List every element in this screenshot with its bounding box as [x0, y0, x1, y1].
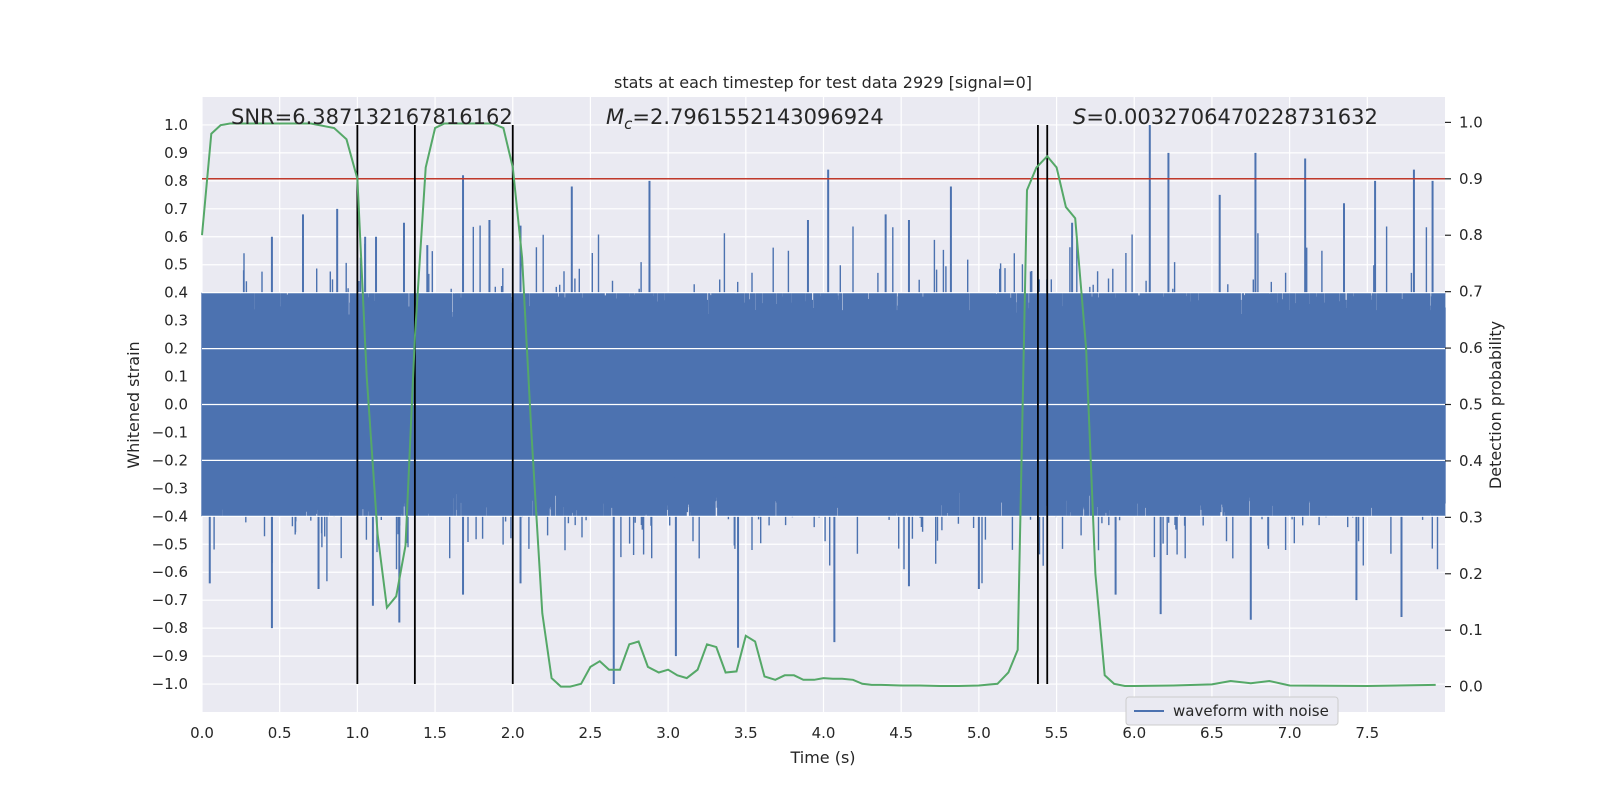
- y2-tick-label: 0.3: [1459, 508, 1483, 526]
- y-tick-label: 0.4: [164, 284, 188, 302]
- x-tick-label: 7.0: [1278, 724, 1302, 742]
- x-tick-label: 5.5: [1045, 724, 1069, 742]
- detection-probability-line: [201, 122, 1436, 688]
- y-tick-label: −0.8: [152, 619, 188, 637]
- x-tick-label: 4.0: [812, 724, 836, 742]
- chirp-mass-value: =2.7961552143096924: [632, 105, 883, 129]
- y-tick-label: −0.1: [152, 423, 188, 441]
- y-axis-label: Whitened strain: [124, 341, 143, 468]
- y-tick-label: 0.7: [164, 200, 188, 218]
- x-tick-label: 0.5: [268, 724, 292, 742]
- y2-tick-label: 0.5: [1459, 396, 1483, 414]
- y2-tick-label: 1.0: [1459, 113, 1483, 131]
- y-tick-label: 0.0: [164, 396, 188, 414]
- x-tick-label: 6.5: [1200, 724, 1224, 742]
- legend-box: [1125, 696, 1339, 726]
- x-tick-label: 5.0: [967, 724, 991, 742]
- y-tick-label: 0.2: [164, 340, 188, 358]
- y-tick-label: −0.4: [152, 507, 188, 525]
- x-tick-label: 2.5: [579, 724, 603, 742]
- y-tick-label: −0.9: [152, 647, 188, 665]
- s-value: =0.0032706470228731632: [1086, 105, 1378, 129]
- chirp-mass-symbol: M: [606, 105, 624, 129]
- x-ticks: 0.0 0.5 1.0 1.5 2.0 2.5 3.0 3.5 4.0 4.5 5.0 5.5 6.0 6…: [190, 724, 1379, 742]
- y-tick-label: 0.5: [164, 256, 188, 274]
- y2-tick-label: 0.0: [1459, 678, 1483, 696]
- y2-tick-label: 0.6: [1459, 339, 1483, 357]
- y2-axis-label: Detection probability: [1486, 321, 1505, 489]
- y-tick-label: 0.6: [164, 228, 188, 246]
- x-tick-label: 0.0: [190, 724, 214, 742]
- vertical-markers: [356, 124, 1049, 685]
- y-tick-label: −0.5: [152, 535, 188, 553]
- x-tick-label: 7.5: [1355, 724, 1379, 742]
- y-tick-label: 0.9: [164, 144, 188, 162]
- x-tick-label: 1.0: [345, 724, 369, 742]
- x-tick-label: 3.0: [656, 724, 680, 742]
- y-tick-label: 0.3: [164, 312, 188, 330]
- y-tick-label: −0.6: [152, 563, 188, 581]
- y-ticks: 1.0 0.9 0.8 0.7 0.6 0.5 0.4 0.3 0.2 0.1 0.0 −0.1 −0.…: [152, 116, 188, 693]
- y2-tick-label: 0.8: [1459, 226, 1483, 244]
- y2-ticks: 1.0 0.9 0.8 0.7 0.6 0.5 0.4 0.3 0.2 0.1 0.0: [1445, 113, 1483, 696]
- y-tick-label: −0.2: [152, 451, 188, 469]
- y-tick-label: 0.1: [164, 368, 188, 386]
- y-tick-label: −0.7: [152, 591, 188, 609]
- legend: waveform with noise: [1125, 696, 1339, 726]
- chart-title: stats at each timestep for test data 292…: [614, 73, 1032, 92]
- y-tick-label: 1.0: [164, 116, 188, 134]
- y-tick-label: 0.8: [164, 172, 188, 190]
- legend-label: waveform with noise: [1173, 702, 1329, 720]
- y2-tick-label: 0.1: [1459, 621, 1483, 639]
- chirp-mass-subscript: c: [624, 115, 633, 133]
- y-tick-label: −0.3: [152, 479, 188, 497]
- y2-tick-label: 0.4: [1459, 452, 1483, 470]
- snr-annotation: SNR=6.387132167816162: [231, 105, 513, 129]
- x-tick-label: 3.5: [734, 724, 758, 742]
- y2-tick-label: 0.2: [1459, 565, 1483, 583]
- waveform-peaks: [202, 124, 1445, 685]
- x-tick-label: 6.0: [1122, 724, 1146, 742]
- x-tick-label: 1.5: [423, 724, 447, 742]
- x-tick-label: 2.0: [501, 724, 525, 742]
- y-tick-label: −1.0: [152, 675, 188, 693]
- x-axis-label: Time (s): [789, 748, 855, 767]
- y2-tick-label: 0.7: [1459, 283, 1483, 301]
- s-annotation: S=0.0032706470228731632: [1073, 105, 1378, 129]
- y2-tick-label: 0.9: [1459, 170, 1483, 188]
- s-symbol: S: [1073, 105, 1086, 129]
- chirp-mass-annotation: Mc=2.7961552143096924: [606, 105, 884, 133]
- x-tick-label: 4.5: [889, 724, 913, 742]
